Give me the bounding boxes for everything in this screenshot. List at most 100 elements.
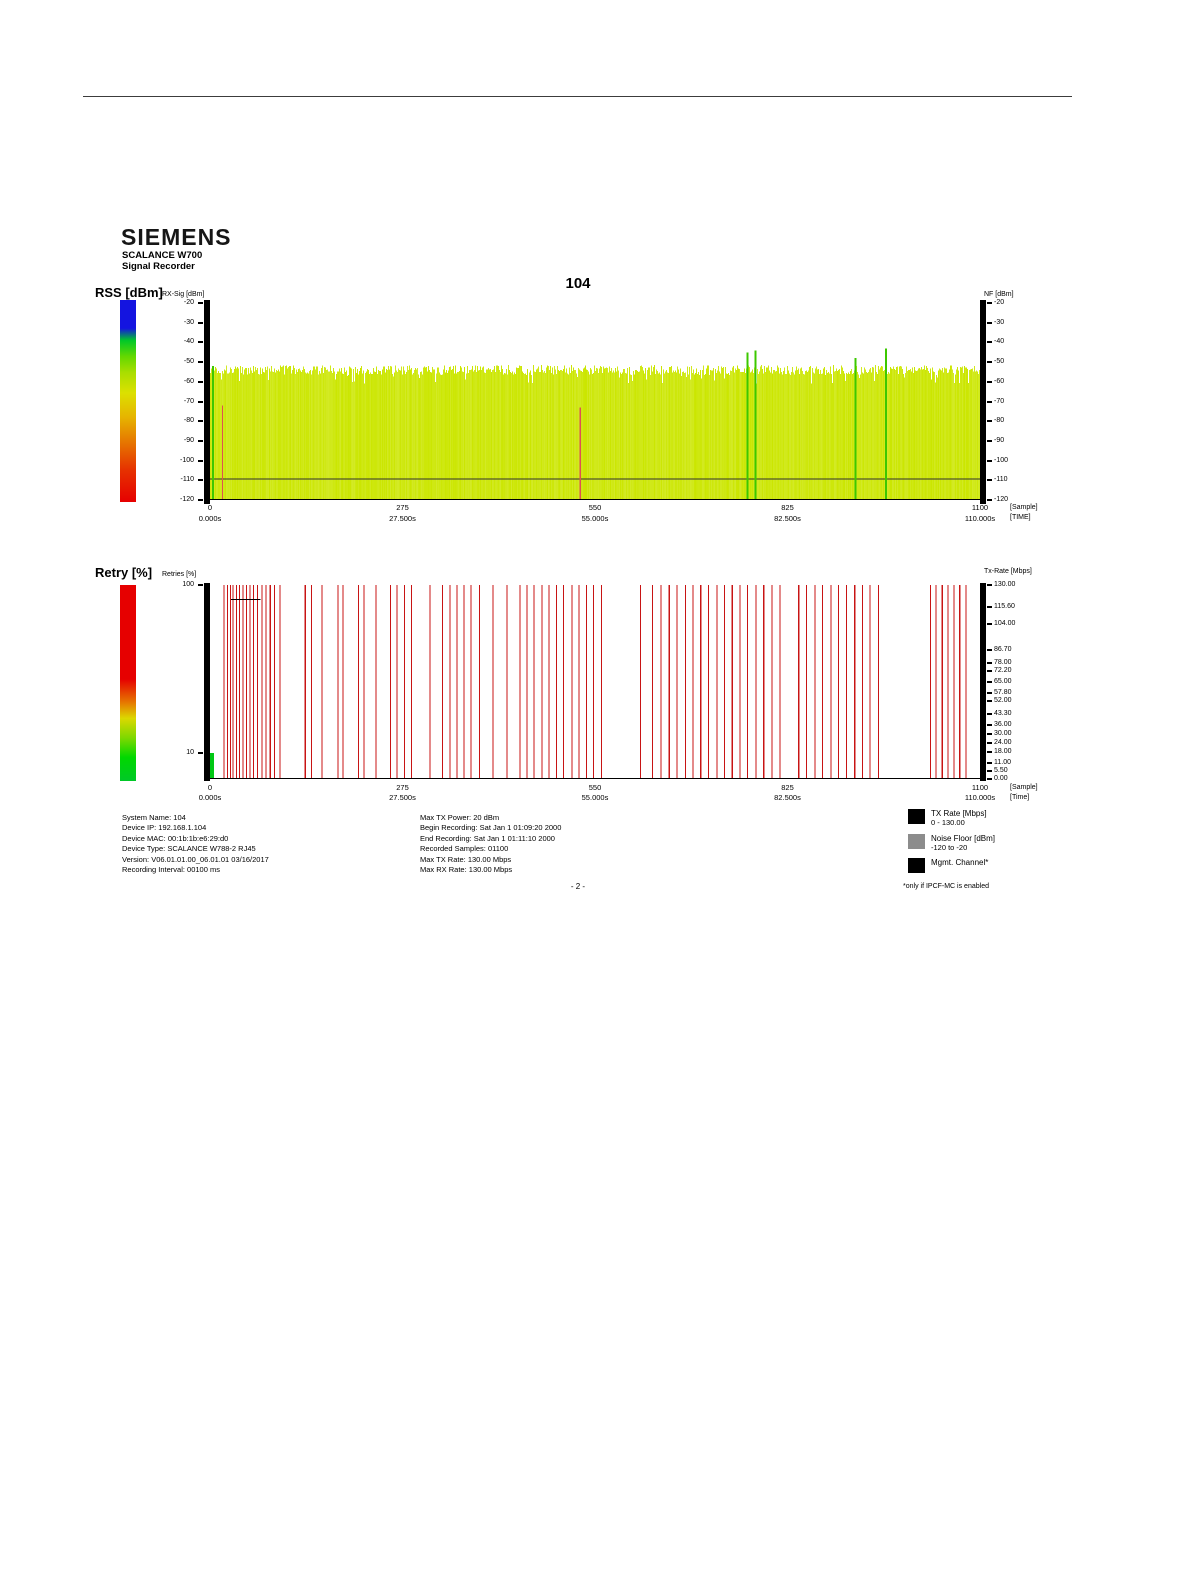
info-value: 00100 ms <box>187 865 220 875</box>
retry-right-tick-label: 36.00 <box>994 721 1012 729</box>
retry-x-sample-label: 550 <box>588 783 602 792</box>
retry-right-tick-label: 11.00 <box>994 758 1011 766</box>
rss-left-tick-mark <box>198 439 203 442</box>
rss-right-tick-mark <box>987 321 992 324</box>
rss-right-tick-label: -110 <box>994 476 1008 484</box>
retry-left-tick-mark <box>198 752 203 754</box>
rss-right-tick-mark <box>987 439 992 442</box>
device-info-line: Device IP: 192.168.1.104 <box>122 823 269 833</box>
info-label: Device IP: <box>122 823 157 833</box>
noise-floor-swatch <box>908 834 925 849</box>
rss-left-tick-label: -50 <box>183 358 194 366</box>
rss-x-sample-label: 275 <box>396 503 409 512</box>
rss-left-tick-label: -80 <box>183 417 194 425</box>
retry-right-tick-mark <box>987 584 992 586</box>
siemens-logo: SIEMENS <box>121 224 232 250</box>
retry-chart-plot <box>210 585 980 779</box>
info-label: End Recording: <box>420 833 472 843</box>
retry-right-tick-mark <box>987 670 992 673</box>
report-subtitle: Signal Recorder <box>122 261 195 272</box>
retry-right-tick-label: 52.00 <box>994 697 1012 705</box>
rss-right-tick-label: -120 <box>994 496 1009 503</box>
info-label: Device Type: <box>122 844 166 854</box>
info-value: 130.00 Mbps <box>467 854 512 864</box>
rss-x-unit-time: [TIME] <box>1010 514 1031 521</box>
rss-right-tick-mark <box>987 341 992 344</box>
info-label: Recorded Samples: <box>420 844 486 854</box>
rss-left-tick-label: -30 <box>183 318 194 326</box>
info-value: Sat Jan 1 01:09:20 2000 <box>479 823 562 833</box>
rss-right-tick-mark <box>987 380 992 383</box>
retry-x-unit-time: [Time] <box>1010 794 1030 801</box>
rss-right-tick-label: -80 <box>994 417 1005 425</box>
info-label: Begin Recording: <box>420 823 478 833</box>
retry-right-tick-label: 57.80 <box>994 688 1012 696</box>
rss-x-unit-sample: [Sample] <box>1010 504 1038 511</box>
product-name: SCALANCE W700 <box>122 250 203 261</box>
retry-x-time-label: 27.500s <box>389 793 416 802</box>
info-label: Max TX Rate: <box>420 854 466 864</box>
rss-right-tick-mark <box>987 361 992 364</box>
info-value: 00:1b:1b:e6:29:d0 <box>167 833 229 843</box>
rss-x-sample-label: 0 <box>207 503 213 512</box>
retry-right-tick-mark <box>987 681 992 683</box>
rss-x-sample-label: 825 <box>781 503 794 512</box>
rss-right-tick-label: -100 <box>994 456 1009 464</box>
retry-right-tick-label: 43.30 <box>994 710 1012 718</box>
retry-right-tick-label: 104.00 <box>994 619 1016 627</box>
retry-colorbar <box>120 585 136 781</box>
retry-x-time-label: 0.000s <box>198 793 222 802</box>
device-info-line: Device MAC: 00:1b:1b:e6:29:d0 <box>122 834 269 844</box>
info-value: 130.00 Mbps <box>468 865 513 875</box>
retry-right-tick-label: 78.00 <box>994 658 1012 666</box>
legend-item-noise-floor: Noise Floor [dBm] -120 to -20 <box>908 834 995 852</box>
rss-y-axis-left <box>204 300 210 504</box>
rss-right-tick-label: -70 <box>994 397 1005 405</box>
rss-left-tick-label: -60 <box>183 377 194 385</box>
rss-chart-plot <box>210 348 980 500</box>
device-info-line: System Name: 104 <box>122 813 269 823</box>
recording-info-line: End Recording: Sat Jan 1 01:11:10 2000 <box>420 834 561 844</box>
recording-info-line: Recorded Samples: 01100 <box>420 844 561 854</box>
page-number: - 2 - <box>570 882 586 891</box>
retry-right-tick-mark <box>987 605 992 608</box>
retry-right-tick-mark <box>987 733 992 736</box>
info-label: Version: <box>122 854 150 864</box>
info-label: Max TX Power: <box>420 813 472 822</box>
rss-right-tick-label: -60 <box>994 377 1005 385</box>
retry-x-sample-label: 0 <box>207 783 213 792</box>
rss-left-tick-mark <box>198 420 203 423</box>
legend-footnote: *only if IPCF-MC is enabled <box>903 883 989 890</box>
rss-right-tick-label: -20 <box>994 299 1005 306</box>
legend-sub: 0 - 130.00 <box>931 818 965 827</box>
rss-right-tick-mark <box>987 459 992 462</box>
device-info-line: Version: V06.01.01.00_06.01.01 03/16/201… <box>122 855 269 865</box>
recording-info-line: Max TX Power: 20 dBm <box>420 813 561 823</box>
legend-label: Noise Floor [dBm] <box>931 834 996 843</box>
rss-x-sample-label: 1100 <box>971 503 989 512</box>
legend-label: TX Rate [Mbps] <box>931 809 987 818</box>
retry-y-axis-right <box>980 583 986 781</box>
info-value: 104 <box>173 813 186 822</box>
info-value: 01100 <box>487 844 509 854</box>
retry-x-unit-sample: [Sample] <box>1010 784 1038 791</box>
retry-x-time-label: 82.500s <box>774 793 801 802</box>
rss-section-label: RSS [dBm] <box>95 285 163 300</box>
retry-right-tick-mark <box>987 622 992 625</box>
retry-right-tick-mark <box>987 769 992 772</box>
rss-right-tick-mark <box>987 420 992 423</box>
rss-right-tick-mark <box>987 479 992 482</box>
rss-left-tick-label: -20 <box>183 299 194 306</box>
rss-right-tick-label: -40 <box>994 338 1005 346</box>
rss-right-tick-mark <box>987 400 992 403</box>
retry-right-tick-label: 18.00 <box>994 748 1012 756</box>
device-info-block: System Name: 104 Device IP: 192.168.1.104… <box>122 813 269 875</box>
retry-x-sample-label: 825 <box>781 783 794 792</box>
retry-right-tick-label: 5.50 <box>994 766 1008 774</box>
rss-x-time-label: 27.500s <box>389 514 416 523</box>
rss-right-tick-label: -50 <box>994 358 1005 366</box>
info-value: V06.01.01.00_06.01.01 03/16/2017 <box>151 854 269 864</box>
rss-right-tick-mark <box>987 499 992 501</box>
recording-info-line: Begin Recording: Sat Jan 1 01:09:20 2000 <box>420 823 561 833</box>
rss-left-tick-mark <box>198 400 203 403</box>
